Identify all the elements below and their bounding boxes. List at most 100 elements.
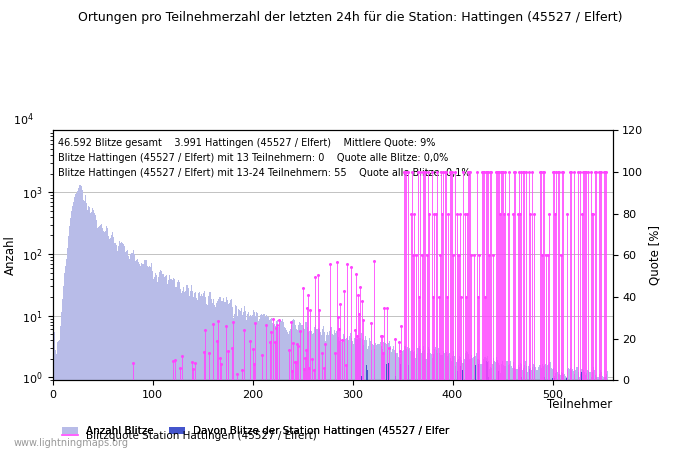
Bar: [399, 358, 400, 450]
Bar: [605, 378, 606, 450]
Bar: [475, 356, 476, 450]
Bar: [312, 334, 313, 450]
Bar: [389, 341, 390, 450]
Bar: [218, 299, 219, 450]
Bar: [89, 207, 90, 450]
Text: 46.592 Blitze gesamt    3.991 Hattingen (45527 / Elfert)    Mittlere Quote: 9%: 46.592 Blitze gesamt 3.991 Hattingen (45…: [58, 138, 435, 148]
Bar: [486, 361, 487, 450]
Y-axis label: Anzahl: Anzahl: [4, 235, 17, 275]
Bar: [591, 387, 592, 450]
Bar: [535, 367, 536, 450]
Bar: [73, 202, 74, 450]
Bar: [296, 328, 297, 450]
Bar: [425, 359, 426, 450]
Bar: [262, 315, 263, 450]
Bar: [65, 266, 66, 450]
Bar: [117, 251, 118, 450]
Bar: [163, 274, 164, 450]
Bar: [553, 368, 554, 450]
Bar: [458, 385, 459, 450]
Bar: [220, 297, 221, 450]
Bar: [540, 365, 541, 450]
Bar: [290, 329, 291, 450]
Bar: [278, 327, 279, 450]
Bar: [311, 331, 312, 450]
Bar: [268, 317, 269, 450]
Bar: [326, 335, 327, 450]
Bar: [600, 370, 601, 450]
Bar: [388, 342, 389, 450]
Bar: [113, 237, 114, 450]
Bar: [591, 378, 592, 450]
Bar: [441, 355, 442, 450]
Bar: [332, 333, 333, 450]
Bar: [466, 351, 467, 450]
Bar: [458, 360, 459, 450]
Bar: [316, 328, 317, 450]
Bar: [114, 243, 115, 450]
Bar: [356, 339, 357, 450]
Bar: [277, 320, 278, 450]
Bar: [596, 378, 597, 450]
Bar: [527, 380, 528, 450]
Bar: [247, 314, 248, 450]
Bar: [66, 259, 67, 450]
Bar: [607, 371, 608, 450]
Bar: [315, 325, 316, 450]
Bar: [361, 333, 362, 450]
Bar: [487, 356, 488, 450]
Bar: [520, 363, 521, 450]
Bar: [502, 361, 503, 450]
Bar: [443, 351, 444, 450]
Bar: [310, 329, 311, 450]
Bar: [217, 301, 218, 450]
Bar: [406, 349, 407, 450]
Bar: [403, 351, 404, 450]
Bar: [393, 346, 394, 450]
Bar: [293, 319, 294, 450]
Bar: [67, 248, 68, 450]
Bar: [138, 262, 139, 450]
Bar: [370, 342, 371, 450]
Bar: [81, 186, 82, 450]
Bar: [284, 327, 285, 450]
Bar: [199, 292, 200, 450]
Bar: [104, 232, 105, 450]
Bar: [556, 370, 557, 450]
Bar: [366, 365, 367, 450]
Bar: [174, 279, 175, 450]
Bar: [120, 243, 121, 450]
Bar: [77, 191, 78, 450]
Bar: [232, 307, 233, 450]
Bar: [524, 364, 525, 450]
Bar: [515, 369, 516, 450]
Bar: [508, 365, 509, 450]
Bar: [157, 282, 158, 450]
Bar: [170, 279, 171, 450]
Bar: [76, 193, 77, 450]
Bar: [122, 243, 123, 450]
Bar: [362, 339, 363, 450]
Bar: [338, 337, 339, 450]
Bar: [559, 374, 560, 450]
Bar: [586, 373, 587, 450]
Bar: [482, 364, 483, 450]
Bar: [542, 364, 543, 450]
Bar: [572, 369, 573, 450]
Bar: [329, 332, 330, 450]
Bar: [599, 374, 600, 450]
Bar: [581, 372, 582, 450]
Bar: [498, 371, 499, 450]
Bar: [526, 366, 527, 450]
Bar: [369, 338, 370, 450]
Bar: [509, 364, 510, 450]
Bar: [544, 364, 545, 450]
Bar: [467, 352, 468, 450]
Bar: [395, 353, 396, 450]
Bar: [94, 213, 95, 450]
Bar: [201, 294, 202, 450]
Bar: [459, 356, 460, 450]
Bar: [396, 353, 397, 450]
Bar: [266, 315, 267, 450]
Bar: [416, 354, 417, 450]
